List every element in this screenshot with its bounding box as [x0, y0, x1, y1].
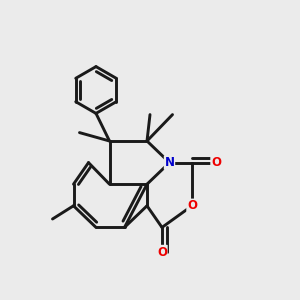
Text: O: O — [211, 156, 221, 169]
Text: N: N — [164, 156, 175, 169]
Text: O: O — [187, 199, 197, 212]
Text: O: O — [157, 245, 167, 259]
